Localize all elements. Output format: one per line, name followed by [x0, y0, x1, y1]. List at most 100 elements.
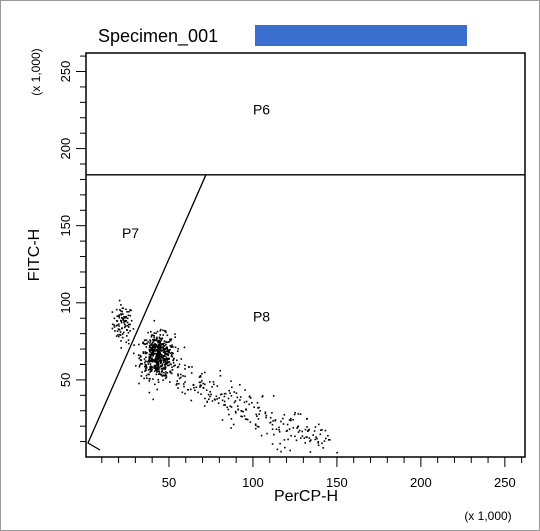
event-point: [199, 381, 202, 384]
event-point: [241, 415, 243, 418]
event-point: [157, 344, 159, 347]
event-point: [159, 352, 162, 355]
event-point: [243, 415, 246, 417]
event-point: [125, 316, 127, 319]
event-point: [162, 360, 165, 362]
event-point: [178, 377, 181, 380]
event-point: [191, 366, 193, 368]
event-point: [154, 383, 156, 386]
event-point: [164, 353, 166, 355]
event-point: [148, 353, 151, 356]
event-point: [139, 354, 142, 357]
event-point: [148, 358, 151, 361]
event-point: [126, 317, 129, 320]
event-point: [127, 331, 130, 334]
event-point: [122, 319, 124, 321]
event-point: [213, 398, 216, 400]
event-point: [144, 343, 146, 345]
event-point: [169, 381, 171, 383]
event-point: [149, 339, 151, 341]
event-point: [151, 354, 153, 356]
event-point: [141, 363, 143, 365]
event-point: [122, 307, 125, 310]
x-tick-label: 250: [494, 475, 516, 490]
event-point: [160, 354, 163, 356]
event-point: [121, 317, 123, 319]
event-point: [304, 428, 307, 431]
event-point: [153, 319, 156, 322]
event-point: [199, 384, 202, 386]
event-point: [287, 438, 289, 441]
event-point: [192, 384, 195, 386]
event-point: [306, 426, 308, 428]
event-point: [254, 427, 257, 430]
event-point: [129, 323, 131, 326]
event-point: [169, 371, 172, 374]
event-point: [207, 393, 210, 396]
event-point: [164, 348, 167, 350]
event-point: [139, 356, 142, 358]
event-point: [289, 449, 291, 452]
event-point: [172, 362, 175, 364]
event-point: [260, 434, 263, 437]
event-point: [140, 375, 143, 377]
event-point: [174, 364, 176, 367]
event-point: [111, 311, 114, 313]
event-point: [152, 339, 155, 341]
event-point: [194, 389, 196, 392]
event-point: [157, 340, 159, 342]
event-point: [177, 374, 179, 377]
event-point: [171, 366, 173, 368]
event-point: [306, 417, 308, 420]
event-point: [250, 397, 252, 399]
event-point: [168, 350, 170, 352]
event-point: [223, 404, 225, 406]
event-point: [324, 429, 327, 432]
event-point: [228, 389, 230, 392]
y-scale-note: (x 1,000): [29, 48, 43, 95]
event-point: [154, 343, 157, 345]
event-point: [162, 357, 164, 360]
event-point: [190, 388, 192, 391]
event-point: [272, 420, 274, 422]
event-point: [221, 399, 224, 402]
event-point: [176, 350, 179, 352]
event-point: [156, 330, 159, 333]
event-point: [160, 359, 163, 362]
event-point: [165, 357, 168, 359]
event-point: [286, 429, 289, 432]
event-point: [237, 405, 239, 407]
event-point: [164, 366, 167, 369]
event-point: [292, 427, 295, 429]
event-point: [290, 419, 292, 422]
event-point: [165, 353, 168, 355]
event-point: [197, 391, 199, 394]
event-point: [149, 366, 151, 368]
event-point: [160, 346, 162, 348]
event-point: [248, 395, 251, 397]
event-point: [165, 341, 167, 344]
event-point: [211, 400, 214, 402]
event-point: [145, 364, 147, 366]
event-point: [219, 369, 221, 372]
event-point: [249, 421, 252, 423]
event-point: [156, 336, 158, 339]
event-point: [157, 358, 160, 361]
event-point: [147, 363, 150, 365]
event-point: [168, 349, 170, 351]
event-point: [158, 337, 161, 340]
event-point: [163, 342, 165, 345]
event-point: [155, 332, 157, 335]
event-point: [190, 372, 193, 374]
event-point: [162, 351, 165, 354]
event-point: [276, 448, 279, 451]
event-point: [148, 346, 151, 349]
event-point: [165, 371, 167, 373]
event-point: [210, 393, 212, 396]
event-point: [148, 348, 151, 351]
event-point: [184, 368, 186, 370]
event-point: [124, 323, 126, 326]
event-point: [245, 400, 248, 403]
event-point: [151, 360, 153, 362]
